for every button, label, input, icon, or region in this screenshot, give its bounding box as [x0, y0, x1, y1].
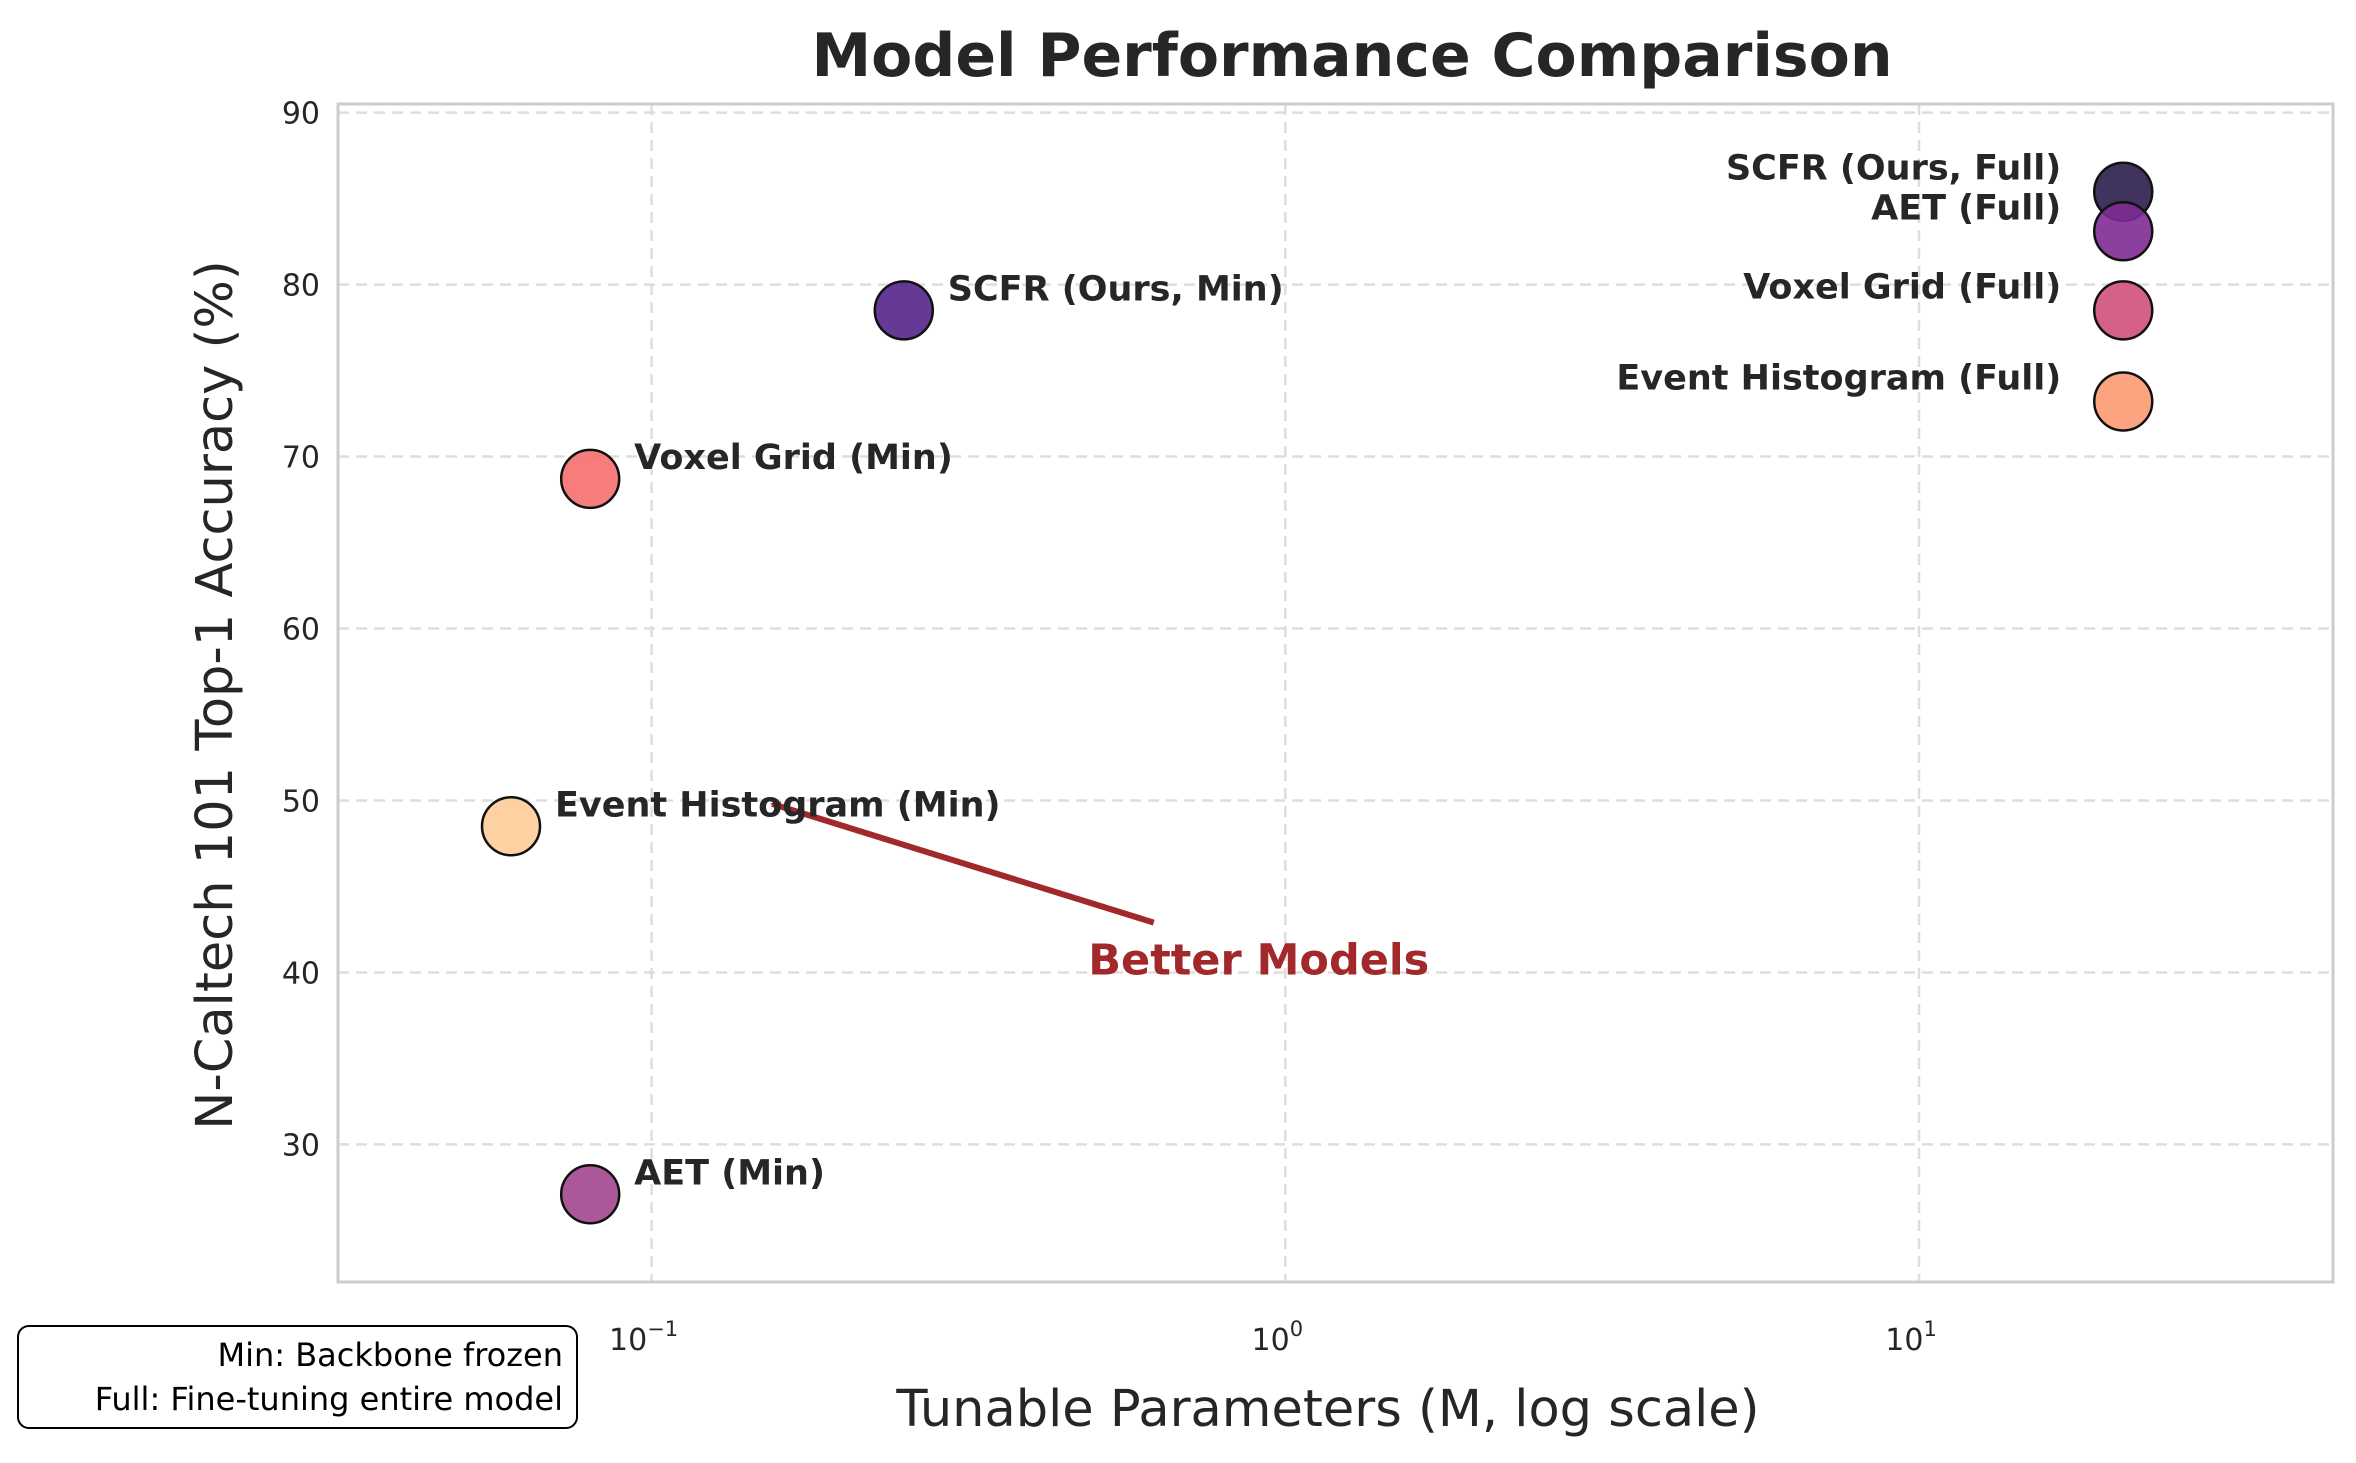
y-tick-label: 70 [282, 441, 320, 476]
point-label-scfr-ours-full: SCFR (Ours, Full) [1726, 149, 2061, 189]
better-models-arrow [770, 801, 1155, 926]
point-label-voxel-grid-full: Voxel Grid (Full) [1743, 267, 2061, 307]
y-tick-label: 30 [282, 1128, 320, 1163]
point-aet-full [2092, 201, 2154, 262]
x-tick-label: 10−1 [609, 1317, 678, 1358]
point-voxel-grid-min [559, 448, 621, 510]
y-tick-label: 60 [282, 613, 320, 648]
y-tick-label: 90 [282, 97, 320, 132]
legend-note-min: Min: Backbone frozen [217, 1336, 563, 1374]
point-aet-min [559, 1164, 621, 1225]
gridlines [338, 104, 2333, 1282]
plot-area [336, 102, 2335, 1284]
point-label-voxel-grid-min: Voxel Grid (Min) [634, 438, 953, 478]
point-label-aet-min: AET (Min) [634, 1153, 825, 1193]
x-tick-label: 100 [1252, 1317, 1304, 1358]
legend-note-full: Full: Fine-tuning entire model [94, 1380, 563, 1418]
x-axis-label: Tunable Parameters (M, log scale) [895, 1380, 1759, 1439]
point-scfr-ours-min [873, 280, 935, 341]
better-models-label: Better Models [1088, 936, 1429, 986]
y-axis-label: N-Caltech 101 Top-1 Accuracy (%) [186, 260, 245, 1130]
annotation-group: Better Models [770, 801, 1429, 986]
chart-title: Model Performance Comparison [811, 21, 1892, 91]
data-points: SCFR (Ours, Full)AET (Full) Voxel Grid (F… [480, 149, 2154, 1225]
point-event-histogram-full [2092, 371, 2154, 432]
axis-ticks: 30 40 50 60 70 80 90 10−1 100 101 [282, 97, 1937, 1358]
point-label-event-histogram-full: Event Histogram (Full) [1616, 359, 2061, 399]
point-label-scfr-ours-min: SCFR (Ours, Min) [948, 269, 1284, 309]
y-tick-label: 80 [282, 269, 320, 304]
y-tick-label: 50 [282, 784, 320, 819]
point-event-histogram-min [480, 796, 542, 857]
point-label-aet-full: AET (Full) [1871, 188, 2061, 228]
x-tick-label: 101 [1885, 1317, 1937, 1358]
point-voxel-grid-full [2092, 280, 2154, 341]
point-label-event-histogram-min: Event Histogram (Min) [555, 785, 1001, 825]
legend-note-box: Min: Backbone frozen Full: Fine-tuning e… [17, 1325, 578, 1429]
y-tick-label: 40 [282, 956, 320, 991]
